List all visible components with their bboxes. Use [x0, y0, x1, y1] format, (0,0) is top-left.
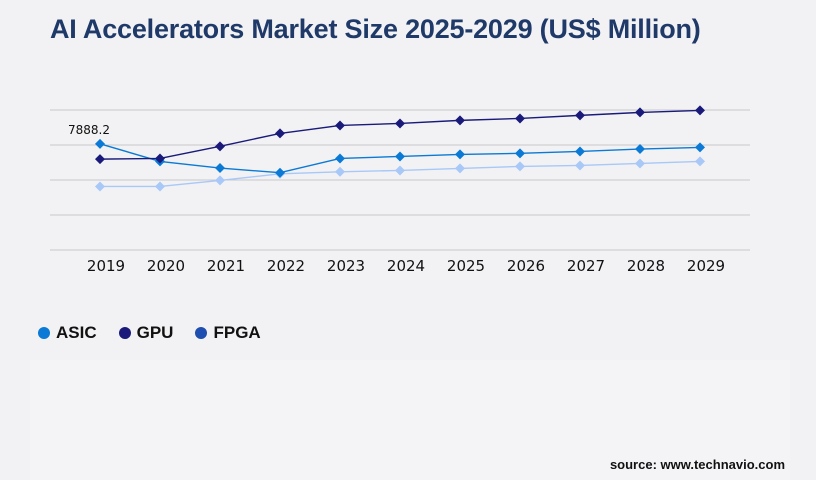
x-tick-label: 2021 — [207, 257, 245, 275]
data-point-fpga — [575, 160, 585, 171]
data-point-asic — [275, 167, 285, 178]
x-tick-label: 2027 — [567, 257, 605, 275]
data-point-fpga — [335, 166, 345, 177]
x-tick-label: 2029 — [687, 257, 725, 275]
data-point-gpu — [455, 115, 465, 126]
data-point-gpu — [575, 110, 585, 121]
data-point-fpga — [395, 165, 405, 176]
x-tick-label: 2019 — [87, 257, 125, 275]
legend-label-asic: ASIC — [56, 323, 97, 342]
data-point-fpga — [515, 161, 525, 172]
legend-swatch-gpu — [118, 327, 131, 339]
data-point-fpga — [155, 181, 165, 192]
data-point-gpu — [275, 128, 285, 139]
data-point-gpu — [635, 107, 645, 118]
x-tick-label: 2028 — [627, 257, 665, 275]
bottom-panel — [30, 360, 790, 480]
legend-swatch-asic — [38, 327, 50, 339]
data-point-gpu — [395, 118, 405, 129]
legend-item-asic: ASIC — [38, 323, 97, 343]
legend-swatch-fpga — [195, 327, 208, 339]
data-point-gpu — [215, 141, 225, 152]
data-point-asic — [515, 148, 525, 159]
data-point-gpu — [95, 154, 105, 165]
data-point-asic — [575, 146, 585, 157]
data-point-asic — [215, 163, 225, 174]
data-point-gpu — [155, 153, 165, 164]
chart-title: AI Accelerators Market Size 2025-2029 (U… — [50, 14, 701, 44]
legend: ASIC GPU FPGA — [38, 323, 261, 343]
data-point-fpga — [95, 181, 105, 192]
data-point-asic — [635, 144, 645, 155]
data-point-asic — [455, 149, 465, 160]
data-point-gpu — [335, 120, 345, 131]
data-point-fpga — [215, 175, 225, 186]
data-point-fpga — [635, 158, 645, 169]
data-point-asic — [95, 138, 105, 149]
data-point-fpga — [455, 163, 465, 174]
legend-label-fpga: FPGA — [213, 323, 261, 342]
x-tick-label: 2024 — [387, 257, 425, 275]
source-credit: source: www.technavio.com — [609, 457, 785, 472]
data-label: 7888.2 — [68, 123, 110, 137]
x-tick-label: 2025 — [447, 257, 485, 275]
data-point-asic — [335, 153, 345, 164]
data-point-asic — [695, 142, 705, 153]
data-point-fpga — [695, 156, 705, 167]
data-point-asic — [395, 151, 405, 162]
x-tick-label: 2026 — [507, 257, 545, 275]
x-tick-label: 2022 — [267, 257, 305, 275]
x-tick-label: 2023 — [327, 257, 365, 275]
legend-item-fpga: FPGA — [195, 323, 261, 343]
data-point-gpu — [695, 105, 705, 116]
data-point-gpu — [515, 113, 525, 124]
legend-item-gpu: GPU — [118, 323, 174, 343]
legend-label-gpu: GPU — [136, 323, 174, 342]
x-tick-label: 2020 — [147, 257, 185, 275]
